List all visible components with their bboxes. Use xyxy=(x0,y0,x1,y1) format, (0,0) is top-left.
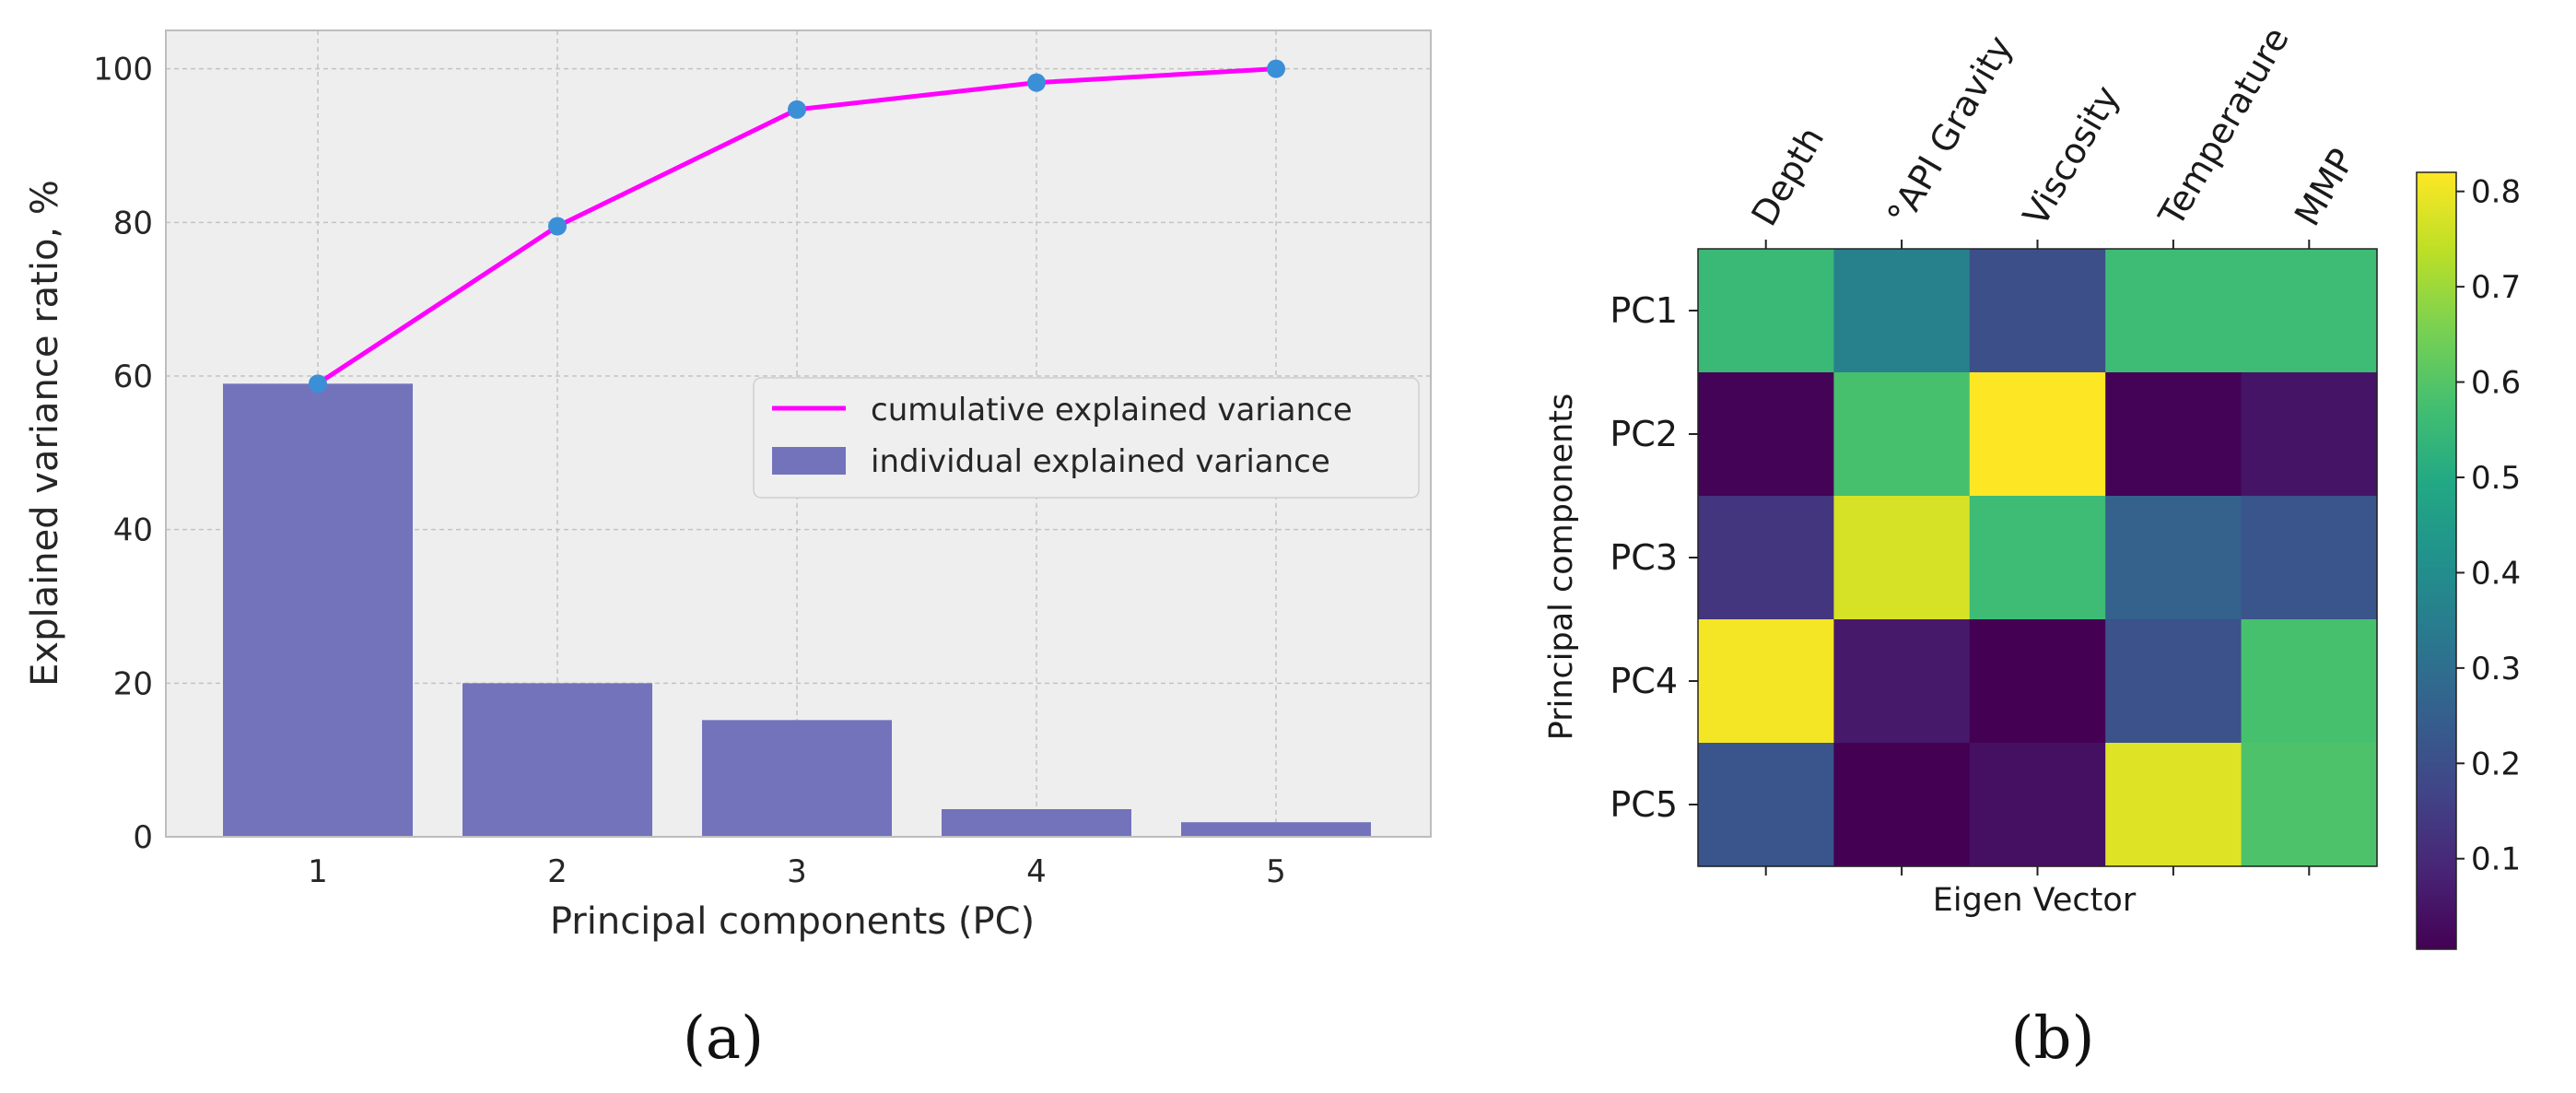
heatmap-cell xyxy=(1698,249,1834,373)
heatmap-cell xyxy=(2241,372,2378,497)
line-point-1 xyxy=(309,374,327,394)
heatmap-cell xyxy=(2241,619,2378,744)
heatmap-tick-marks xyxy=(1689,240,2311,876)
y-tick-label: 60 xyxy=(113,358,153,395)
line-point-5 xyxy=(1267,59,1285,78)
row-label: PC1 xyxy=(1610,290,1678,331)
colorbar-tick-label: 0.1 xyxy=(2471,841,2521,878)
line-point-3 xyxy=(788,100,806,119)
bar-3 xyxy=(702,720,892,837)
heatmap-cell xyxy=(2105,496,2242,620)
heatmap-cell xyxy=(2105,372,2242,497)
y-tick-label: 0 xyxy=(133,819,153,856)
colorbar-tick-label: 0.4 xyxy=(2471,555,2521,592)
row-labels: PC1 PC2 PC3 PC4 PC5 xyxy=(1610,290,1678,825)
heatmap-cell xyxy=(2105,743,2242,867)
heatmap-cell xyxy=(1969,743,2106,867)
x-tick-labels: 1 2 3 4 5 xyxy=(308,853,1286,890)
bar-1 xyxy=(223,383,413,837)
heatmap-cell xyxy=(1969,372,2106,497)
colorbar-tick-label: 0.5 xyxy=(2471,460,2521,497)
y-tick-labels: 0 20 40 60 80 100 xyxy=(93,52,153,856)
x-tick-label: 3 xyxy=(787,853,807,890)
row-label: PC4 xyxy=(1610,661,1678,701)
y-tick-label: 40 xyxy=(113,512,153,549)
row-label: PC5 xyxy=(1610,784,1678,825)
heatmap-cell xyxy=(1698,372,1834,497)
x-tick-label: 4 xyxy=(1026,853,1047,890)
heatmap-cell xyxy=(1698,496,1834,620)
heatmap-cell xyxy=(1698,619,1834,744)
x-tick-label: 5 xyxy=(1266,853,1286,890)
bar-2 xyxy=(463,683,652,837)
heatmap-cells xyxy=(1698,249,2378,867)
panel-label-b: (b) xyxy=(2011,1005,2095,1073)
heatmap-cell xyxy=(1969,249,2106,373)
line-point-4 xyxy=(1027,73,1046,92)
colorbar-tick-label: 0.2 xyxy=(2471,746,2521,782)
legend: cumulative explained variance individual … xyxy=(753,377,1420,499)
heatmap-cell xyxy=(1969,619,2106,744)
line-point-2 xyxy=(548,217,567,236)
bar-4 xyxy=(942,809,1131,837)
heatmap-cell xyxy=(1698,743,1834,867)
colorbar-tick-label: 0.3 xyxy=(2471,651,2521,688)
heatmap-cell xyxy=(2105,619,2242,744)
heatmap-cell xyxy=(2241,496,2378,620)
heatmap-cell xyxy=(1833,372,1971,497)
bar-5 xyxy=(1181,822,1371,837)
heatmap-x-axis-label: Eigen Vector xyxy=(1933,882,2137,919)
legend-label: cumulative explained variance xyxy=(871,392,1352,429)
panel-label-a: (a) xyxy=(683,1005,764,1073)
colorbar-tick-label: 0.8 xyxy=(2471,174,2521,211)
line-series xyxy=(309,59,1285,394)
legend-label: individual explained variance xyxy=(871,443,1330,480)
x-axis-label: Principal components (PC) xyxy=(550,900,1035,943)
colorbar-bar xyxy=(2416,171,2457,950)
heatmap-cell xyxy=(2241,743,2378,867)
legend-bar-swatch xyxy=(772,447,846,475)
x-tick-label: 1 xyxy=(308,853,328,890)
heatmap-cell xyxy=(1833,496,1971,620)
heatmap-cell xyxy=(2241,249,2378,373)
heatmap-cell xyxy=(1969,496,2106,620)
colorbar-tick-label: 0.7 xyxy=(2471,269,2521,306)
colorbar-tick-label: 0.6 xyxy=(2471,365,2521,402)
heatmap-cell xyxy=(1833,619,1971,744)
y-tick-label: 20 xyxy=(113,665,153,702)
x-tick-label: 2 xyxy=(547,853,568,890)
row-label: PC2 xyxy=(1610,414,1678,454)
bar-series xyxy=(223,383,1371,837)
colorbar: 0.1 0.2 0.3 0.4 0.5 0.6 0.7 0.8 xyxy=(2416,171,2521,950)
legend-box xyxy=(753,377,1420,499)
plot-area-frame xyxy=(165,29,1432,838)
heatmap-cell xyxy=(1833,249,1971,373)
row-label: PC3 xyxy=(1610,537,1678,578)
y-tick-label: 100 xyxy=(93,52,153,88)
y-axis-label: Explained variance ratio, % xyxy=(24,180,66,687)
heatmap-cell xyxy=(1833,743,1971,867)
heatmap-y-axis-label: Principal components xyxy=(1543,394,1580,741)
y-tick-label: 80 xyxy=(113,205,153,241)
heatmap-cell xyxy=(2105,249,2242,373)
variance-chart: 0 20 40 60 80 100 1 2 3 4 5 Principal components … xyxy=(24,29,1432,943)
